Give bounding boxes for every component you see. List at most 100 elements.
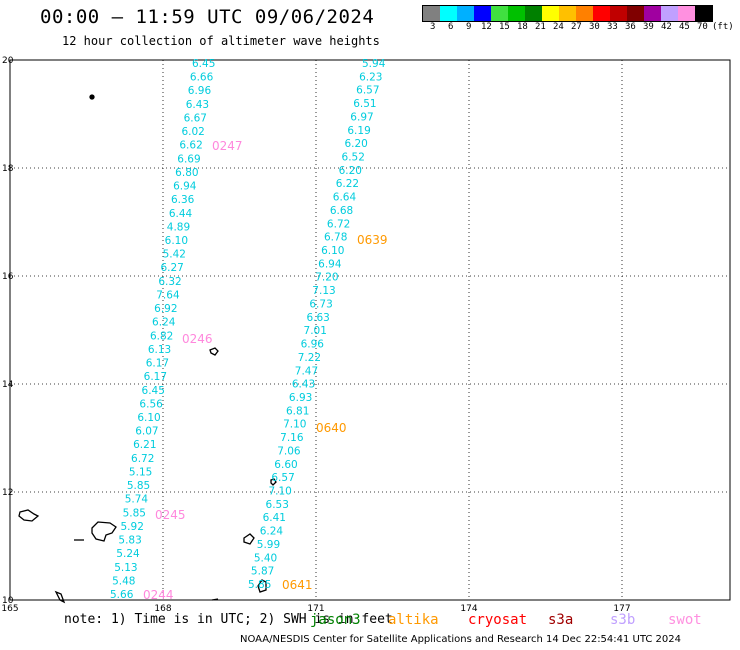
wave-height-value: 6.17: [146, 358, 169, 370]
wave-height-value: 6.96: [301, 339, 325, 351]
wave-height-value: 5.48: [112, 575, 135, 587]
wave-height-value: 4.89: [167, 221, 190, 233]
wave-height-value: 5.94: [362, 58, 386, 70]
color-scale-label: 27: [571, 22, 582, 32]
wave-height-value: 6.73: [309, 298, 332, 310]
color-scale-label: 9: [466, 22, 472, 32]
wave-height-value: 7.01: [304, 325, 327, 337]
notes-text: note: 1) Time is in UTC; 2) SWH is in fe…: [64, 612, 393, 627]
wave-height-value: 6.60: [274, 459, 297, 471]
wave-height-value: 6.62: [179, 140, 202, 152]
color-swatch: [576, 6, 593, 21]
wave-height-value: 6.72: [327, 218, 350, 230]
color-scale-label: (ft): [712, 22, 734, 32]
color-scale-label: 18: [517, 22, 528, 32]
wave-height-value: 6.02: [181, 126, 204, 138]
wave-height-value: 5.85: [123, 507, 146, 519]
wave-height-value: 6.66: [190, 72, 214, 84]
color-swatch: [440, 6, 457, 21]
axis-labels: 165 168 171 174 177 10 12 14 16 18 20: [1, 56, 630, 614]
color-swatch: [610, 6, 627, 21]
wave-height-value: 6.13: [148, 344, 171, 356]
color-scale-label: 12: [481, 22, 492, 32]
color-scale-label: 36: [625, 22, 636, 32]
wave-height-value: 6.57: [271, 472, 294, 484]
wave-height-value: 6.20: [344, 138, 367, 150]
wave-height-value: 6.10: [321, 245, 344, 257]
y-tick-label: 14: [2, 380, 14, 390]
color-scale-label: 33: [607, 22, 618, 32]
island: [18, 509, 40, 522]
color-scale-label: 21: [535, 22, 546, 32]
wave-height-value: 5.92: [121, 521, 144, 533]
pass-time-label: 0244: [143, 588, 174, 602]
color-swatch: [627, 6, 644, 21]
wave-height-value: 6.93: [289, 392, 312, 404]
pass-time-label: 0246: [182, 332, 213, 346]
wave-height-value: 6.56: [139, 398, 163, 410]
color-swatch: [423, 6, 440, 21]
y-tick-label: 10: [2, 596, 14, 606]
wave-height-value: 6.97: [350, 111, 373, 123]
satellite-legend-item: s3a: [548, 612, 574, 628]
wave-height-value: 6.10: [137, 412, 160, 424]
pass-time-label: 0640: [316, 421, 347, 435]
wave-height-value: 6.24: [260, 526, 284, 538]
color-scale-label: 24: [553, 22, 564, 32]
wave-height-value: 6.24: [152, 317, 176, 329]
color-swatch: [525, 6, 542, 21]
wave-height-value: 6.44: [169, 208, 193, 220]
color-scale-label: 42: [661, 22, 672, 32]
island: [91, 521, 117, 542]
satellite-legend-item: swot: [668, 612, 702, 628]
wave-height-value: 5.13: [114, 562, 137, 574]
y-tick-label: 16: [2, 272, 14, 282]
map-subtitle: 12 hour collection of altimeter wave hei…: [62, 34, 380, 48]
pass-time-label: 0245: [155, 508, 186, 522]
map-grid: [9, 59, 731, 601]
wave-height-value: 6.32: [158, 276, 181, 288]
wave-height-value: 6.82: [150, 330, 173, 342]
wave-height-value: 6.78: [324, 232, 347, 244]
altimeter-track-left: 6.45 6.666.96 6.436.67 6.02 6.626.69 6.80 6.94…: [110, 58, 215, 601]
color-swatch: [593, 6, 610, 21]
wave-height-value: 6.51: [353, 98, 376, 110]
color-scale-bar: [422, 5, 713, 22]
satellite-legend-item: cryosat: [468, 612, 528, 628]
wave-height-value: 6.17: [144, 371, 167, 383]
wave-height-value: 6.92: [154, 303, 177, 315]
x-tick-label: 171: [307, 604, 324, 614]
footer-credit: NOAA/NESDIS Center for Satellite Applica…: [240, 634, 682, 645]
y-tick-label: 18: [2, 164, 14, 174]
wave-height-value: 6.27: [160, 262, 183, 274]
color-swatch: [508, 6, 525, 21]
wave-height-value: 6.20: [339, 165, 362, 177]
wave-height-value: 6.52: [342, 152, 365, 164]
wave-height-value: 5.24: [116, 548, 140, 560]
map-frame: [9, 59, 731, 601]
wave-height-value: 6.69: [177, 153, 200, 165]
wave-height-value: 6.96: [188, 85, 212, 97]
color-swatch: [457, 6, 474, 21]
wave-height-value: 5.85: [127, 480, 150, 492]
wave-height-value: 5.87: [251, 566, 274, 578]
wave-height-value: 5.83: [118, 535, 141, 547]
wave-height-value: 7.20: [315, 272, 338, 284]
island: [54, 590, 66, 604]
color-swatch: [559, 6, 576, 21]
pass-time-labels: 0247 0246 0245 0244 0639 0640 0641: [143, 139, 388, 602]
wave-height-value: 5.66: [110, 589, 134, 601]
color-scale-label: 6: [448, 22, 454, 32]
y-tick-label: 20: [2, 56, 14, 66]
color-swatch: [678, 6, 695, 21]
wave-height-value: 6.64: [333, 192, 357, 204]
color-swatch: [474, 6, 491, 21]
wave-height-value: 6.19: [347, 125, 370, 137]
wave-height-value: 6.94: [318, 258, 342, 270]
satellite-legend-item: altika: [388, 612, 439, 628]
pass-time-label: 0247: [212, 139, 243, 153]
wave-height-value: 5.99: [257, 539, 280, 551]
wave-height-value: 5.74: [125, 494, 149, 506]
color-swatch: [644, 6, 661, 21]
